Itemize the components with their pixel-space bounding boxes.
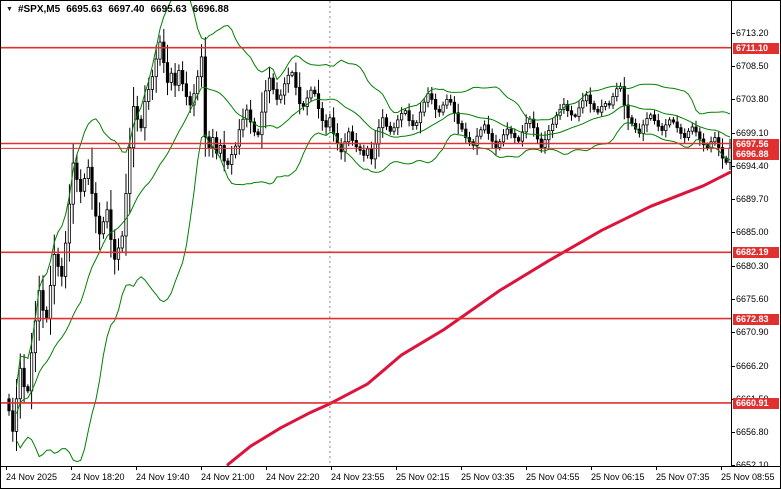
chart-title: ▼ #SPX,M5 6695.63 6697.40 6695.63 6696.8… bbox=[6, 4, 229, 15]
price-axis-tick bbox=[732, 32, 735, 34]
time-axis-tick bbox=[136, 467, 137, 470]
price-axis-tick bbox=[732, 432, 735, 433]
time-axis[interactable]: 24 Nov 2025 24 Nov 18:20 24 Nov 19:40 24 No… bbox=[1, 466, 780, 488]
candlesticks bbox=[7, 29, 731, 451]
price-axis-tick bbox=[732, 299, 735, 300]
x-axis-label: 24 Nov 19:40 bbox=[136, 472, 190, 482]
x-axis-label: 25 Nov 02:15 bbox=[396, 472, 450, 482]
x-axis-label: 25 Nov 04:55 bbox=[526, 472, 580, 482]
price-axis-tick bbox=[732, 332, 735, 334]
level-price-label: 6697.56 bbox=[733, 138, 779, 150]
ma-line-red bbox=[226, 170, 731, 466]
y-axis-label: 6675.60 bbox=[736, 294, 769, 304]
price-axis-tick bbox=[732, 199, 735, 201]
time-axis-tick bbox=[656, 467, 657, 470]
y-axis-label: 6685.00 bbox=[736, 227, 769, 238]
time-axis-tick bbox=[266, 467, 267, 470]
time-axis-tick bbox=[331, 467, 332, 470]
level-price-label: 6711.10 bbox=[733, 42, 779, 54]
time-axis-tick bbox=[526, 467, 527, 470]
time-axis-tick bbox=[6, 467, 7, 470]
symbol-dropdown-icon[interactable]: ▼ bbox=[6, 6, 13, 13]
ohlc-open-value: 6695.63 bbox=[66, 4, 103, 15]
y-axis-label: 6652.10 bbox=[736, 460, 769, 470]
symbol-timeframe-label: #SPX,M5 bbox=[17, 4, 61, 15]
y-axis-label: 6699.10 bbox=[736, 127, 769, 138]
x-axis-label: 25 Nov 08:55 bbox=[721, 472, 775, 482]
x-axis-label: 24 Nov 22:20 bbox=[266, 472, 320, 482]
y-axis-label: 6689.70 bbox=[736, 194, 769, 205]
y-axis-label: 6666.20 bbox=[736, 360, 769, 371]
x-axis-label: 25 Nov 07:35 bbox=[656, 472, 710, 482]
y-axis-label: 6708.50 bbox=[736, 61, 769, 72]
time-axis-tick bbox=[721, 467, 722, 470]
level-price-label: 6682.19 bbox=[733, 247, 779, 259]
x-axis-label: 25 Nov 03:35 bbox=[461, 472, 515, 482]
time-axis-tick bbox=[461, 467, 462, 470]
price-axis-tick bbox=[732, 365, 735, 367]
price-axis-tick bbox=[732, 132, 735, 134]
x-axis-label: 25 Nov 06:15 bbox=[591, 472, 645, 482]
x-axis-label: 24 Nov 21:00 bbox=[201, 472, 255, 482]
support-resistance-levels[interactable] bbox=[1, 46, 731, 404]
price-axis-tick bbox=[732, 165, 735, 167]
price-axis[interactable]: 6713.20 6708.50 6703.80 6699.10 6694.40 6689.… bbox=[731, 1, 780, 470]
price-axis-tick bbox=[732, 232, 735, 234]
ohlc-high-value: 6697.40 bbox=[108, 4, 145, 15]
price-axis-tick bbox=[732, 265, 735, 267]
y-axis-label: 6670.90 bbox=[736, 327, 769, 338]
y-axis-label: 6680.30 bbox=[736, 260, 769, 271]
time-axis-tick bbox=[201, 467, 202, 470]
y-axis-label: 6694.40 bbox=[736, 160, 769, 171]
time-axis-tick bbox=[71, 467, 72, 470]
x-axis-label: 24 Nov 2025 bbox=[6, 472, 58, 482]
price-axis-tick bbox=[732, 66, 735, 68]
bid-price-label: 6696.88 bbox=[733, 149, 779, 161]
price-axis-tick bbox=[732, 465, 735, 467]
ohlc-low-value: 6695.63 bbox=[150, 4, 187, 15]
price-chart-canvas[interactable] bbox=[1, 1, 731, 466]
bollinger-bands bbox=[16, 1, 731, 463]
level-price-label: 6672.83 bbox=[733, 313, 779, 325]
x-axis-label: 24 Nov 18:20 bbox=[71, 472, 125, 482]
level-price-label: 6660.91 bbox=[733, 397, 779, 409]
price-axis-tick bbox=[732, 99, 735, 101]
time-axis-tick bbox=[591, 467, 592, 470]
time-axis-tick bbox=[396, 467, 397, 470]
y-axis-label: 6713.20 bbox=[736, 27, 769, 38]
y-axis-label: 6656.80 bbox=[736, 427, 769, 437]
ohlc-close-value: 6696.88 bbox=[192, 4, 229, 15]
x-axis-label: 24 Nov 23:55 bbox=[331, 472, 385, 482]
y-axis-label: 6703.80 bbox=[736, 94, 769, 105]
